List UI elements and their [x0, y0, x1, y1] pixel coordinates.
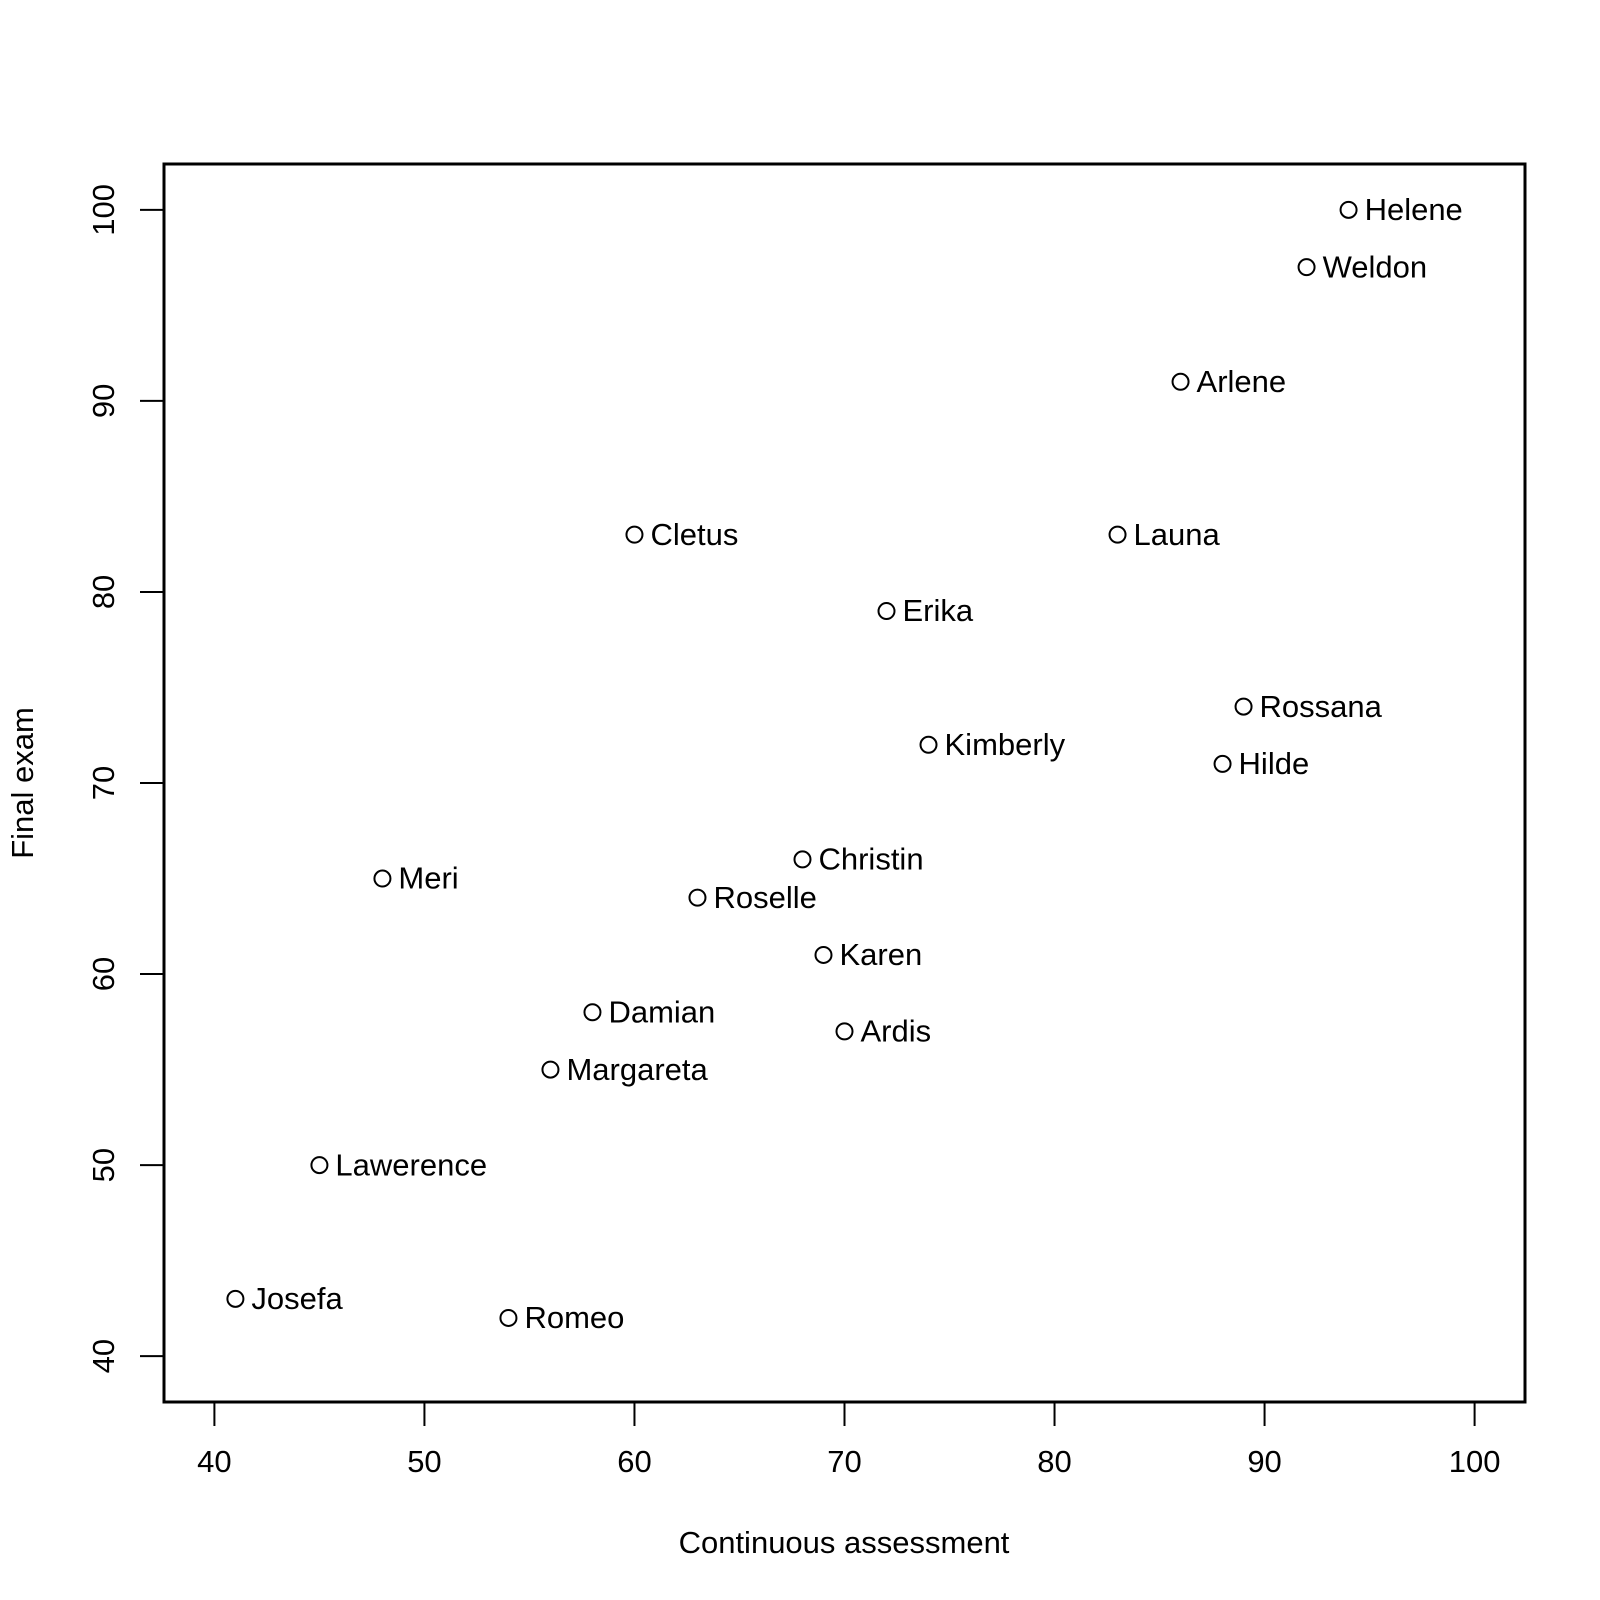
point [499, 1308, 518, 1327]
point-label: Damian [608, 994, 715, 1029]
x-tick-label: 70 [827, 1444, 861, 1479]
x-tick-label: 80 [1037, 1444, 1071, 1479]
y-axis-label: Final exam [5, 707, 40, 859]
point [625, 525, 644, 544]
y-tick-label: 60 [86, 957, 121, 991]
point [541, 1060, 560, 1079]
y-tick-label: 50 [86, 1148, 121, 1182]
point [1234, 697, 1253, 716]
point-label: Ardis [861, 1014, 932, 1049]
x-tick-label: 90 [1247, 1444, 1281, 1479]
x-axis-label: Continuous assessment [679, 1525, 1010, 1560]
y-tick-label: 90 [86, 384, 121, 418]
point-label: Margareta [566, 1052, 708, 1087]
point-label: Arlene [1197, 364, 1287, 399]
point [373, 869, 392, 888]
point [583, 1003, 602, 1022]
point-label: Helene [1365, 192, 1463, 227]
x-tick-label: 100 [1449, 1444, 1501, 1479]
point [877, 602, 896, 621]
x-tick-label: 50 [407, 1444, 441, 1479]
plot-box [162, 162, 1527, 1404]
point-label: Christin [818, 842, 923, 877]
point [1108, 525, 1127, 544]
point-label: Roselle [713, 880, 816, 915]
point-label: Rossana [1260, 689, 1383, 724]
point-label: Launa [1134, 517, 1221, 552]
point-label: Romeo [524, 1300, 624, 1335]
point [226, 1289, 245, 1308]
x-tick-label: 40 [197, 1444, 231, 1479]
point-label: Kimberly [945, 727, 1066, 762]
point-label: Cletus [650, 517, 738, 552]
point [919, 735, 938, 754]
point-label: Meri [398, 861, 458, 896]
point-label: Josefa [251, 1281, 343, 1316]
point [793, 850, 812, 869]
y-tick-label: 80 [86, 575, 121, 609]
y-tick-label: 70 [86, 766, 121, 800]
point-label: Weldon [1323, 249, 1428, 284]
point [1213, 754, 1232, 773]
point-label: Karen [839, 937, 922, 972]
point [688, 888, 707, 907]
point [310, 1156, 329, 1175]
point [1171, 372, 1190, 391]
point [1297, 258, 1316, 277]
x-tick-label: 60 [617, 1444, 651, 1479]
y-tick-label: 40 [86, 1339, 121, 1373]
point-label: Erika [903, 593, 974, 628]
point [1339, 200, 1358, 219]
point-label: Lawerence [335, 1147, 487, 1182]
point-label: Hilde [1239, 746, 1310, 781]
y-tick-label: 100 [86, 184, 121, 236]
point [814, 945, 833, 964]
point [835, 1022, 854, 1041]
